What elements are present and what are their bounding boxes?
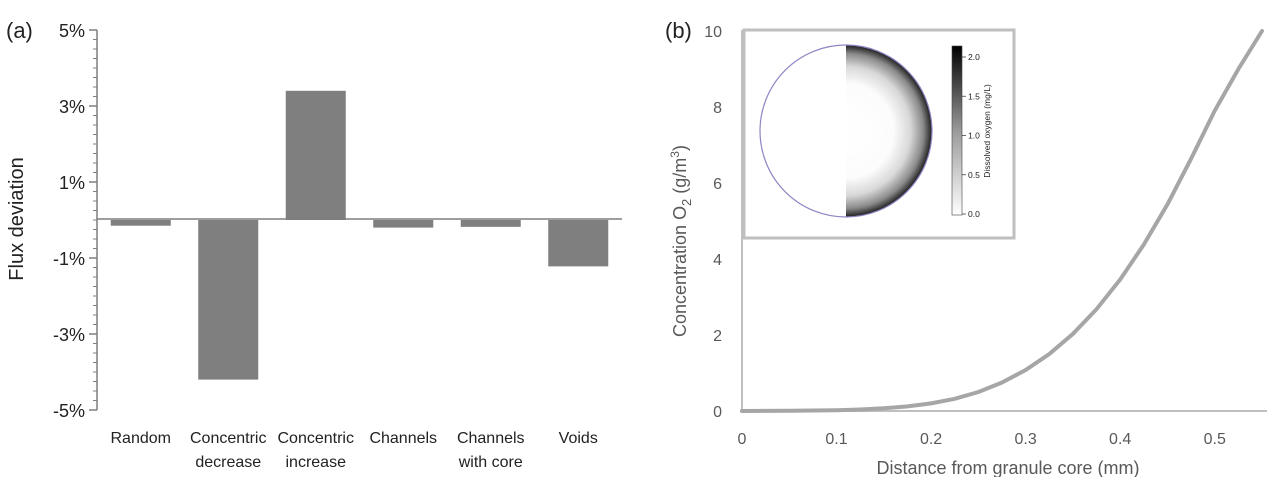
panel-a-label: (a)	[6, 18, 33, 43]
panel-a-category-label: Channels	[457, 430, 525, 447]
panel-a-category-label: Channels	[369, 430, 437, 447]
panel-b-y-axis-label: Concentration O2 (g/m3)	[668, 145, 694, 337]
panel-b-x-axis-label: Distance from granule core (mm)	[876, 458, 1139, 477]
panel-a-bars	[110, 90, 609, 380]
panel-b-y-ticks: 0 2 4 6 8 10	[704, 24, 722, 421]
panel-a-category-label: Concentric	[190, 430, 266, 447]
panel-a-category-labels: Random Concentric decrease Concentric increa…	[111, 430, 598, 471]
panel-a-category-label: Random	[111, 430, 171, 447]
panel-a-category-label: decrease	[195, 454, 261, 471]
svg-text:Concentration O2 (g/m3): Concentration O2 (g/m3)	[668, 145, 694, 337]
colorbar-label: Dissolved oxygen (mg/L)	[982, 84, 992, 178]
panel-b-x-ticks: 0 0.1 0.2 0.3 0.4 0.5	[738, 431, 1226, 448]
panel-a-y-axis-label: Flux deviation	[6, 157, 28, 280]
panel-b-y-tick-label: 6	[713, 176, 722, 193]
panel-a-y-tick-label: 5%	[59, 21, 85, 41]
colorbar	[951, 45, 963, 216]
panel-b-ylabel-sup: 3	[668, 151, 682, 158]
panel-b-y-tick-label: 2	[713, 328, 722, 345]
panel-a-y-tick-label: -3%	[53, 325, 85, 345]
panel-a-category-label: Voids	[559, 430, 598, 447]
panel-b-y-tick-label: 4	[713, 252, 722, 269]
panel-a-category-label: increase	[286, 454, 347, 471]
panel-b-x-tick-label: 0.3	[1015, 431, 1037, 448]
panel-a-bar	[285, 90, 346, 220]
panel-a-category-label: with core	[458, 454, 523, 471]
panel-b-inset: 0.0 0.5 1.0 1.5 2.0 Dissolved oxygen (mg/L)	[742, 28, 1016, 240]
colorbar-tick-label: 1.5	[968, 91, 980, 101]
panel-a-y-ticks: 5% 3% 1% -1% -3% -5%	[53, 21, 97, 421]
panel-b-x-tick-label: 0.5	[1204, 431, 1226, 448]
colorbar-tick-label: 0.5	[968, 170, 980, 180]
panel-b-ylabel-main: Concentration O	[670, 206, 690, 337]
panel-b-series-line	[740, 29, 1264, 413]
panel-b-y-tick-label: 0	[713, 404, 722, 421]
panel-b-label: (b)	[665, 18, 692, 43]
panel-a-y-tick-label: 1%	[59, 173, 85, 193]
granule-outline	[759, 44, 933, 218]
colorbar-tick-label: 2.0	[968, 52, 980, 62]
panel-b-y-tick-label: 10	[704, 24, 722, 41]
panel-a-y-tick-label: -1%	[53, 249, 85, 269]
panel-a-bar	[198, 220, 259, 380]
colorbar-tick-label: 1.0	[968, 131, 980, 141]
panel-b-y-tick-label: 8	[713, 100, 722, 117]
panel-a-bar	[460, 220, 521, 227]
panel-b-ylabel-sub: 2	[679, 199, 694, 206]
panel-a-bar	[110, 220, 171, 226]
panel-b-ylabel-unit-post: )	[670, 145, 690, 151]
panel-a-bar	[548, 220, 609, 267]
panel-a-minor-ticks	[93, 29, 97, 411]
panel-b-ylabel-unit-pre: (g/m	[670, 158, 690, 199]
panel-a-category-label: Concentric	[278, 430, 354, 447]
panel-a-y-tick-label: -5%	[53, 401, 85, 421]
panel-b-x-tick-label: 0.2	[920, 431, 942, 448]
panel-b-x-tick-label: 0.1	[825, 431, 847, 448]
panel-a: (a) Flux deviation 5% 3% 1% -1% -3% -5% Rando…	[6, 18, 622, 471]
panel-b-x-tick-label: 0	[738, 431, 747, 448]
panel-a-y-tick-label: 3%	[59, 97, 85, 117]
granule-half-oxygen-map	[846, 45, 932, 217]
panel-b-x-tick-label: 0.4	[1109, 431, 1131, 448]
colorbar-tick-label: 0.0	[968, 209, 980, 219]
colorbar-ticks: 0.0 0.5 1.0 1.5 2.0	[962, 52, 980, 219]
panel-a-bar	[373, 220, 434, 228]
